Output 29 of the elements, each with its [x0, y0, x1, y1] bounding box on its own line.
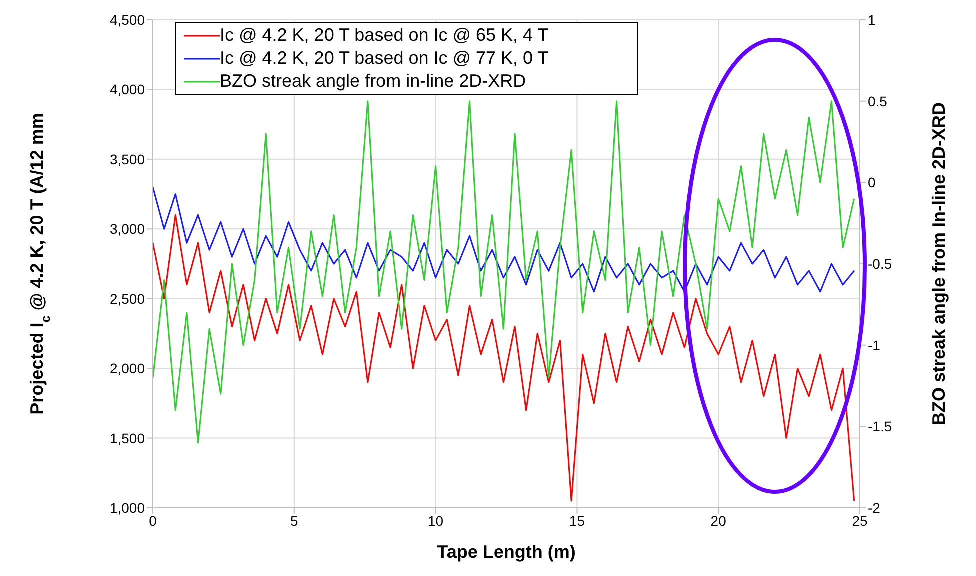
y2-tick-label: -1.5 — [868, 418, 892, 435]
y-tick-label: 2,500 — [110, 290, 146, 307]
x-tick-label: 5 — [290, 512, 298, 529]
x-tick-label: 0 — [149, 512, 158, 529]
y2-axis-title: BZO streak angle from In-line 2D-XRD — [929, 102, 949, 426]
y-tick-label: 3,000 — [110, 221, 146, 238]
y-tick-label: 2,000 — [110, 360, 146, 377]
x-tick-label: 15 — [569, 512, 586, 529]
x-axis-title: Tape Length (m) — [437, 542, 576, 562]
y2-tick-label: -2 — [868, 500, 881, 516]
y-tick-label: 4,500 — [110, 12, 146, 28]
x-tick-label: 25 — [852, 512, 868, 529]
legend-label: Ic @ 4.2 K, 20 T based on Ic @ 77 K, 0 T — [220, 47, 549, 70]
x-tick-label: 10 — [428, 512, 444, 529]
y2-tick-label: 1 — [868, 12, 876, 28]
legend-label: BZO streak angle from in-line 2D-XRD — [220, 70, 526, 93]
y2-tick-label: 0.5 — [868, 93, 888, 110]
legend-label: Ic @ 4.2 K, 20 T based on Ic @ 65 K, 4 T — [220, 24, 549, 47]
line-series — [153, 186, 856, 293]
y-tick-label: 1,000 — [110, 500, 146, 516]
y-tick-label: 3,500 — [110, 151, 146, 168]
y-tick-label: 4,000 — [110, 82, 146, 98]
y-tick-label: 1,500 — [110, 430, 146, 446]
y2-tick-label: -1 — [868, 337, 881, 354]
y2-tick-label: -0.5 — [868, 256, 892, 272]
line-series — [153, 214, 856, 502]
line-series — [153, 100, 856, 444]
x-tick-label: 20 — [710, 512, 727, 529]
y2-tick-label: 0 — [868, 174, 876, 191]
